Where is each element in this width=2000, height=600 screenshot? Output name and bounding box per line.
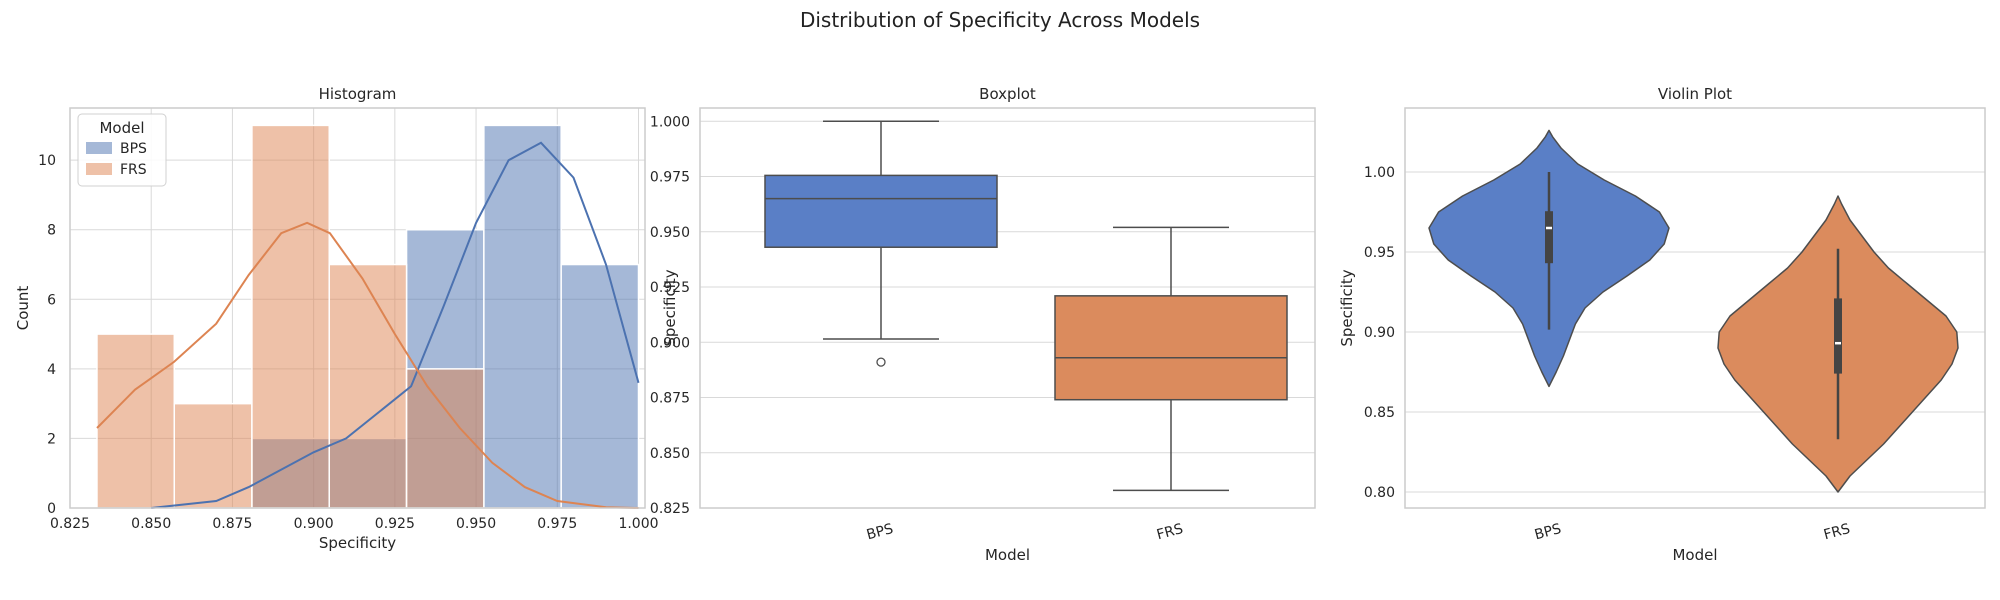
- x-axis-label: Model: [985, 546, 1030, 564]
- y-tick-label: 0.950: [650, 225, 690, 241]
- x-tick-label: 0.950: [456, 516, 496, 532]
- legend-label-frs: FRS: [120, 162, 147, 178]
- legend-label-bps: BPS: [120, 141, 147, 157]
- x-tick-label: 0.875: [212, 516, 252, 532]
- histogram-bar-frs: [328, 263, 408, 509]
- outlier-point-bps: [876, 357, 886, 367]
- violin-panel: 0.80 0.85 0.90 0.95 1.00 BPS FRS Violin Plot Mod…: [1338, 85, 1985, 564]
- histogram-bar-frs: [173, 402, 253, 509]
- histogram-bar-bps: [560, 263, 640, 509]
- y-tick-label: 0.825: [650, 501, 690, 517]
- legend-swatch-frs: [86, 163, 112, 175]
- histogram-title: Histogram: [319, 85, 397, 103]
- figure-title: Distribution of Specificity Across Model…: [799, 8, 1201, 32]
- legend-swatch-bps: [86, 142, 112, 154]
- x-tick-label: 0.850: [131, 516, 171, 532]
- violin-title: Violin Plot: [1658, 85, 1732, 103]
- x-tick-label: 0.900: [294, 516, 334, 532]
- legend-title: Model: [99, 119, 144, 137]
- y-tick-label: 4: [47, 362, 56, 378]
- legend: Model BPS FRS: [77, 113, 167, 187]
- violin-frame: [1404, 107, 1986, 509]
- x-tick-label: FRS: [1822, 521, 1852, 543]
- histogram-bar-frs: [405, 368, 485, 509]
- violin-iqr-frs: [1834, 298, 1842, 374]
- y-axis-label: Count: [14, 286, 32, 331]
- x-tick-label: 0.925: [375, 516, 415, 532]
- histogram-bar-frs: [96, 333, 176, 509]
- y-tick-label: 2: [47, 431, 56, 447]
- y-tick-label: 0: [47, 501, 56, 517]
- kde-line-bps: [151, 141, 640, 509]
- y-tick-label: 0.80: [1364, 485, 1395, 501]
- x-tick-label: 0.975: [537, 516, 577, 532]
- y-tick-label: 0.95: [1364, 245, 1395, 261]
- y-axis-label: Specificity: [661, 269, 679, 346]
- boxplot-title: Boxplot: [979, 85, 1036, 103]
- y-tick-label: 0.900: [650, 335, 690, 351]
- y-tick-label: 0.850: [650, 446, 690, 462]
- x-tick-label: BPS: [865, 521, 895, 543]
- histogram-frame: [69, 107, 646, 509]
- x-tick-label: BPS: [1533, 521, 1563, 543]
- y-tick-label: 0.85: [1364, 405, 1395, 421]
- x-tick-label: FRS: [1155, 521, 1185, 543]
- y-tick-label: 1.00: [1364, 165, 1395, 181]
- box-bps: [764, 174, 998, 248]
- x-axis-label: Model: [1672, 546, 1717, 564]
- x-tick-label: 1.000: [618, 516, 658, 532]
- y-tick-label: 1.000: [650, 114, 690, 130]
- box-frs: [1054, 295, 1288, 401]
- histogram-bar-bps: [483, 124, 562, 509]
- violin-iqr-bps: [1545, 211, 1553, 264]
- histogram-panel: 0.825 0.850 0.875 0.900 0.925 0.950 0.975 1.000…: [14, 85, 659, 552]
- y-tick-label: 10: [38, 153, 56, 169]
- y-tick-label: 8: [47, 223, 56, 239]
- boxplot-panel: 0.825 0.850 0.875 0.900 0.925 0.950 0.975 1.000…: [650, 85, 1315, 564]
- boxplot-frame: [699, 107, 1316, 509]
- y-tick-label: 0.90: [1364, 325, 1395, 341]
- y-tick-label: 6: [47, 292, 56, 308]
- x-tick-label: 0.825: [50, 516, 90, 532]
- y-tick-label: 0.975: [650, 170, 690, 186]
- y-tick-label: 0.925: [650, 280, 690, 296]
- y-tick-label: 0.875: [650, 391, 690, 407]
- y-axis-label: Specificity: [1338, 269, 1356, 346]
- kde-line-frs: [96, 221, 639, 509]
- x-axis-label: Specificity: [319, 534, 396, 552]
